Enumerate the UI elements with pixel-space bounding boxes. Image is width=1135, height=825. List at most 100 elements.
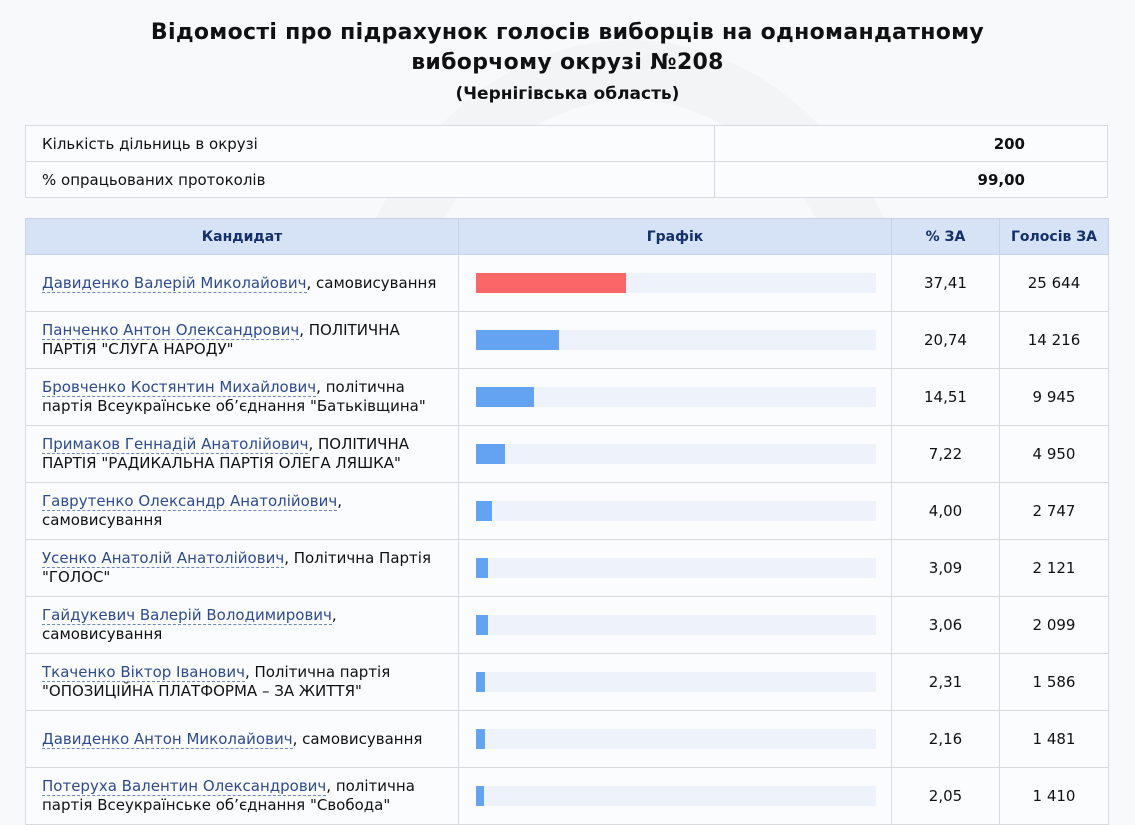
column-header-chart[interactable]: Графік xyxy=(458,218,892,255)
vote-bar-track xyxy=(476,444,876,464)
percent-cell: 14,51 xyxy=(891,368,1000,426)
vote-bar-track xyxy=(476,672,876,692)
region-subtitle: (Чернігівська область) xyxy=(455,84,680,104)
table-row: Панченко Антон Олександрович, ПОЛІТИЧНА … xyxy=(25,311,1109,369)
column-header-percent[interactable]: % ЗА xyxy=(891,218,1000,255)
vote-bar xyxy=(476,444,505,464)
percent-cell: 20,74 xyxy=(891,311,1000,369)
summary-row: % опрацьованих протоколів 99,00 xyxy=(25,161,1109,198)
table-row: Потеруха Валентин Олександрович, політич… xyxy=(25,767,1109,825)
vote-bar xyxy=(476,387,535,407)
page-title: Відомості про підрахунок голосів виборці… xyxy=(0,18,1135,78)
vote-bar-track xyxy=(476,729,876,749)
chart-cell xyxy=(458,311,892,369)
vote-bar xyxy=(476,273,626,293)
candidate-party: , самовисування xyxy=(42,492,343,529)
candidate-party: , самовисування xyxy=(292,729,423,748)
results-table: Кандидат Графік % ЗА Голосів ЗА Давиденк… xyxy=(25,218,1109,825)
chart-cell xyxy=(458,539,892,597)
chart-cell xyxy=(458,653,892,711)
results-header-row: Кандидат Графік % ЗА Голосів ЗА xyxy=(25,218,1109,255)
candidate-name-link[interactable]: Панченко Антон Олександрович xyxy=(42,321,300,340)
candidate-cell: Гайдукевич Валерій Володимирович, самови… xyxy=(25,596,459,654)
table-row: Усенко Анатолій Анатолійович, Політична … xyxy=(25,539,1109,597)
votes-cell: 25 644 xyxy=(999,254,1109,312)
vote-bar xyxy=(476,672,486,692)
table-row: Ткаченко Віктор Іванович, Політична парт… xyxy=(25,653,1109,711)
summary-label: % опрацьованих протоколів xyxy=(25,161,715,198)
chart-cell xyxy=(458,767,892,825)
percent-cell: 3,06 xyxy=(891,596,1000,654)
page-title-line2: виборчому окрузі №208 xyxy=(411,50,724,75)
candidate-name-link[interactable]: Давиденко Антон Миколайович xyxy=(42,729,293,749)
votes-cell: 14 216 xyxy=(999,311,1109,369)
percent-cell: 37,41 xyxy=(891,254,1000,312)
votes-cell: 2 747 xyxy=(999,482,1109,540)
candidate-party: , ПОЛІТИЧНА ПАРТІЯ "РАДИКАЛЬНА ПАРТІЯ ОЛ… xyxy=(42,435,409,472)
table-row: Гайдукевич Валерій Володимирович, самови… xyxy=(25,596,1109,654)
district-summary-table: Кількість дільниць в окрузі 200 % опраць… xyxy=(25,125,1109,198)
chart-cell xyxy=(458,368,892,426)
candidate-cell: Ткаченко Віктор Іванович, Політична парт… xyxy=(25,653,459,711)
table-row: Гаврутенко Олександр Анатолійович, самов… xyxy=(25,482,1109,540)
percent-cell: 2,05 xyxy=(891,767,1000,825)
vote-bar-track xyxy=(476,786,876,806)
vote-bar xyxy=(476,330,559,350)
chart-cell xyxy=(458,482,892,540)
candidate-party: , ПОЛІТИЧНА ПАРТІЯ "СЛУГА НАРОДУ" xyxy=(42,321,400,358)
candidate-cell: Потеруха Валентин Олександрович, політич… xyxy=(25,767,459,825)
percent-cell: 7,22 xyxy=(891,425,1000,483)
percent-cell: 2,31 xyxy=(891,653,1000,711)
vote-bar xyxy=(476,786,485,806)
candidate-name-link[interactable]: Бровченко Костянтин Михайлович xyxy=(42,378,317,397)
chart-cell xyxy=(458,596,892,654)
votes-cell: 2 099 xyxy=(999,596,1109,654)
summary-row: Кількість дільниць в окрузі 200 xyxy=(25,125,1109,162)
table-row: Примаков Геннадій Анатолійович, ПОЛІТИЧН… xyxy=(25,425,1109,483)
column-header-candidate[interactable]: Кандидат xyxy=(25,218,459,255)
votes-cell: 2 121 xyxy=(999,539,1109,597)
page-title-line1: Відомості про підрахунок голосів виборці… xyxy=(150,20,985,45)
candidate-name-link[interactable]: Гаврутенко Олександр Анатолійович xyxy=(42,492,338,511)
table-row: Бровченко Костянтин Михайлович, політичн… xyxy=(25,368,1109,426)
candidate-party: , Політична Партія "ГОЛОС" xyxy=(42,549,431,586)
vote-bar-track xyxy=(476,387,876,407)
summary-value: 99,00 xyxy=(713,161,1109,198)
candidate-name-link[interactable]: Потеруха Валентин Олександрович xyxy=(42,777,327,796)
percent-cell: 3,09 xyxy=(891,539,1000,597)
table-row: Давиденко Антон Миколайович, самовисуван… xyxy=(25,710,1109,768)
candidate-party: , Політична партія "ОПОЗИЦІЙНА ПЛАТФОРМА… xyxy=(42,663,391,700)
candidate-name-link[interactable]: Примаков Геннадій Анатолійович xyxy=(42,435,309,454)
percent-cell: 2,16 xyxy=(891,710,1000,768)
votes-cell: 1 586 xyxy=(999,653,1109,711)
vote-bar-track xyxy=(476,501,876,521)
candidate-party: , самовисування xyxy=(42,606,337,643)
candidate-cell: Гаврутенко Олександр Анатолійович, самов… xyxy=(25,482,459,540)
chart-cell xyxy=(458,254,892,312)
vote-bar-track xyxy=(476,273,876,293)
votes-cell: 9 945 xyxy=(999,368,1109,426)
votes-cell: 1 481 xyxy=(999,710,1109,768)
vote-bar-track xyxy=(476,615,876,635)
candidate-cell: Бровченко Костянтин Михайлович, політичн… xyxy=(25,368,459,426)
candidate-name-link[interactable]: Гайдукевич Валерій Володимирович xyxy=(42,606,332,625)
votes-cell: 1 410 xyxy=(999,767,1109,825)
candidate-cell: Примаков Геннадій Анатолійович, ПОЛІТИЧН… xyxy=(25,425,459,483)
vote-bar xyxy=(476,501,492,521)
candidate-name-link[interactable]: Давиденко Валерій Миколайович xyxy=(42,273,307,293)
candidate-cell: Панченко Антон Олександрович, ПОЛІТИЧНА … xyxy=(25,311,459,369)
column-header-votes[interactable]: Голосів ЗА xyxy=(999,218,1109,255)
summary-value: 200 xyxy=(713,125,1109,162)
candidate-cell: Усенко Анатолій Анатолійович, Політична … xyxy=(25,539,459,597)
table-row: Давиденко Валерій Миколайович, самовисув… xyxy=(25,254,1109,312)
vote-bar xyxy=(476,729,485,749)
candidate-party: , самовисування xyxy=(306,273,437,292)
candidate-name-link[interactable]: Ткаченко Віктор Іванович xyxy=(42,663,245,682)
candidate-name-link[interactable]: Усенко Анатолій Анатолійович xyxy=(42,549,285,568)
chart-cell xyxy=(458,425,892,483)
candidate-cell: Давиденко Валерій Миколайович, самовисув… xyxy=(25,254,459,312)
summary-label: Кількість дільниць в окрузі xyxy=(25,125,715,162)
vote-bar-track xyxy=(476,558,876,578)
chart-cell xyxy=(458,710,892,768)
percent-cell: 4,00 xyxy=(891,482,1000,540)
